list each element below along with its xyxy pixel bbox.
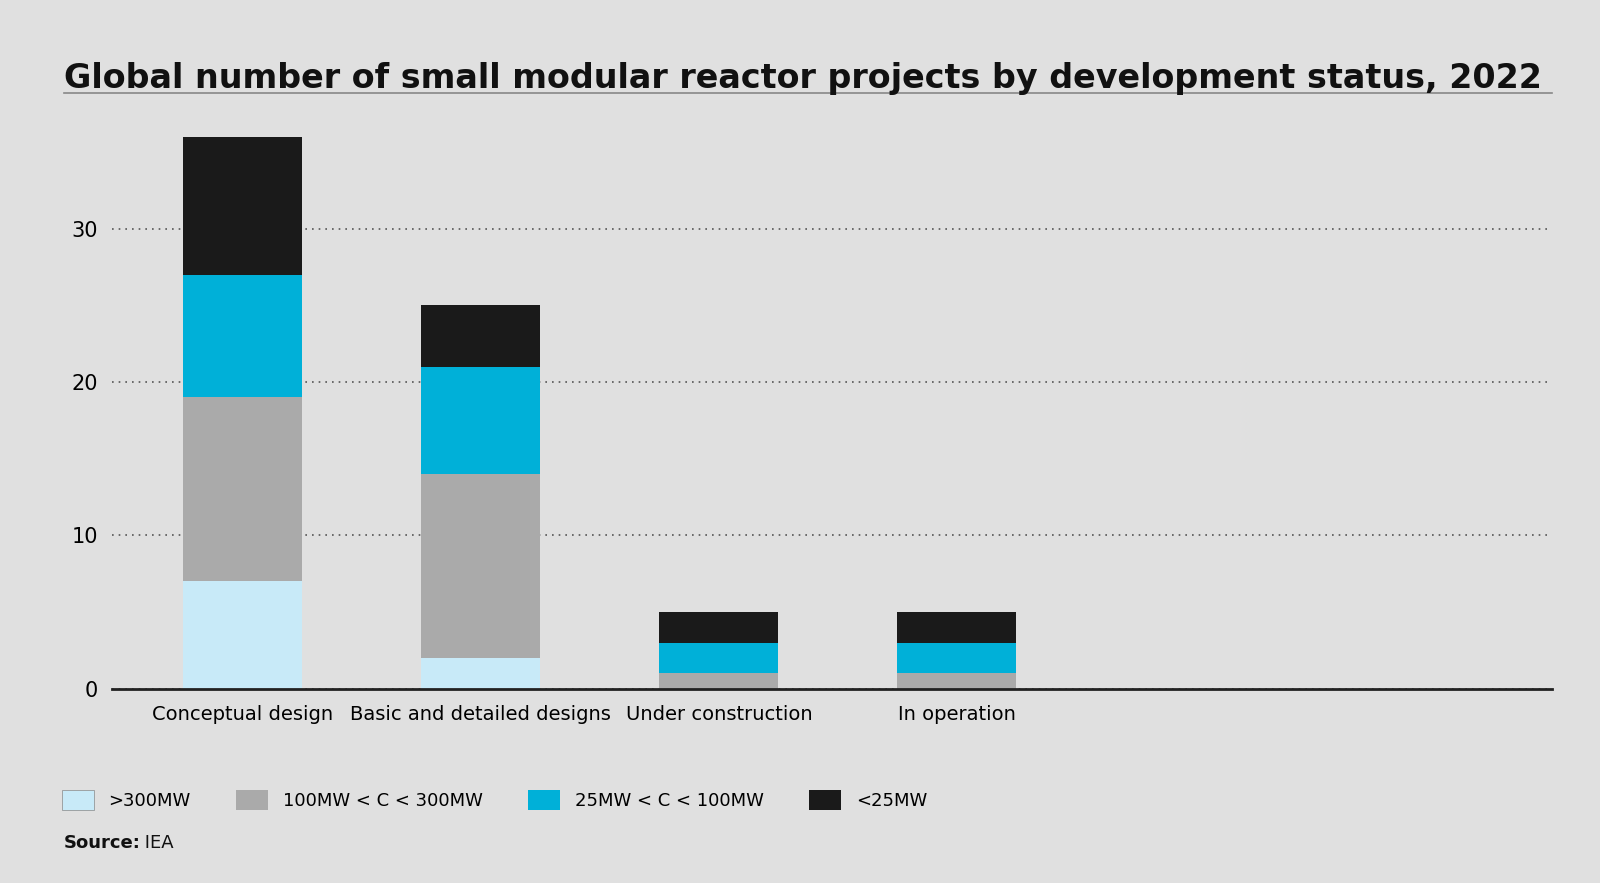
Bar (184, 275, 302, 397)
Bar (421, 658, 541, 689)
Bar (184, 397, 302, 581)
Bar (421, 366, 541, 474)
Bar (184, 137, 302, 275)
Text: IEA: IEA (139, 834, 174, 852)
Bar (421, 306, 541, 366)
Bar (898, 674, 1016, 689)
Bar (898, 612, 1016, 643)
Text: Global number of small modular reactor projects by development status, 2022: Global number of small modular reactor p… (64, 62, 1542, 94)
Bar (421, 474, 541, 658)
Bar (898, 643, 1016, 674)
Bar (184, 581, 302, 689)
Legend: >300MW, 100MW < C < 300MW, 25MW < C < 100MW, <25MW: >300MW, 100MW < C < 300MW, 25MW < C < 10… (54, 782, 934, 817)
Text: Source:: Source: (64, 834, 141, 852)
Bar (659, 643, 779, 674)
Bar (659, 674, 779, 689)
Bar (659, 612, 779, 643)
